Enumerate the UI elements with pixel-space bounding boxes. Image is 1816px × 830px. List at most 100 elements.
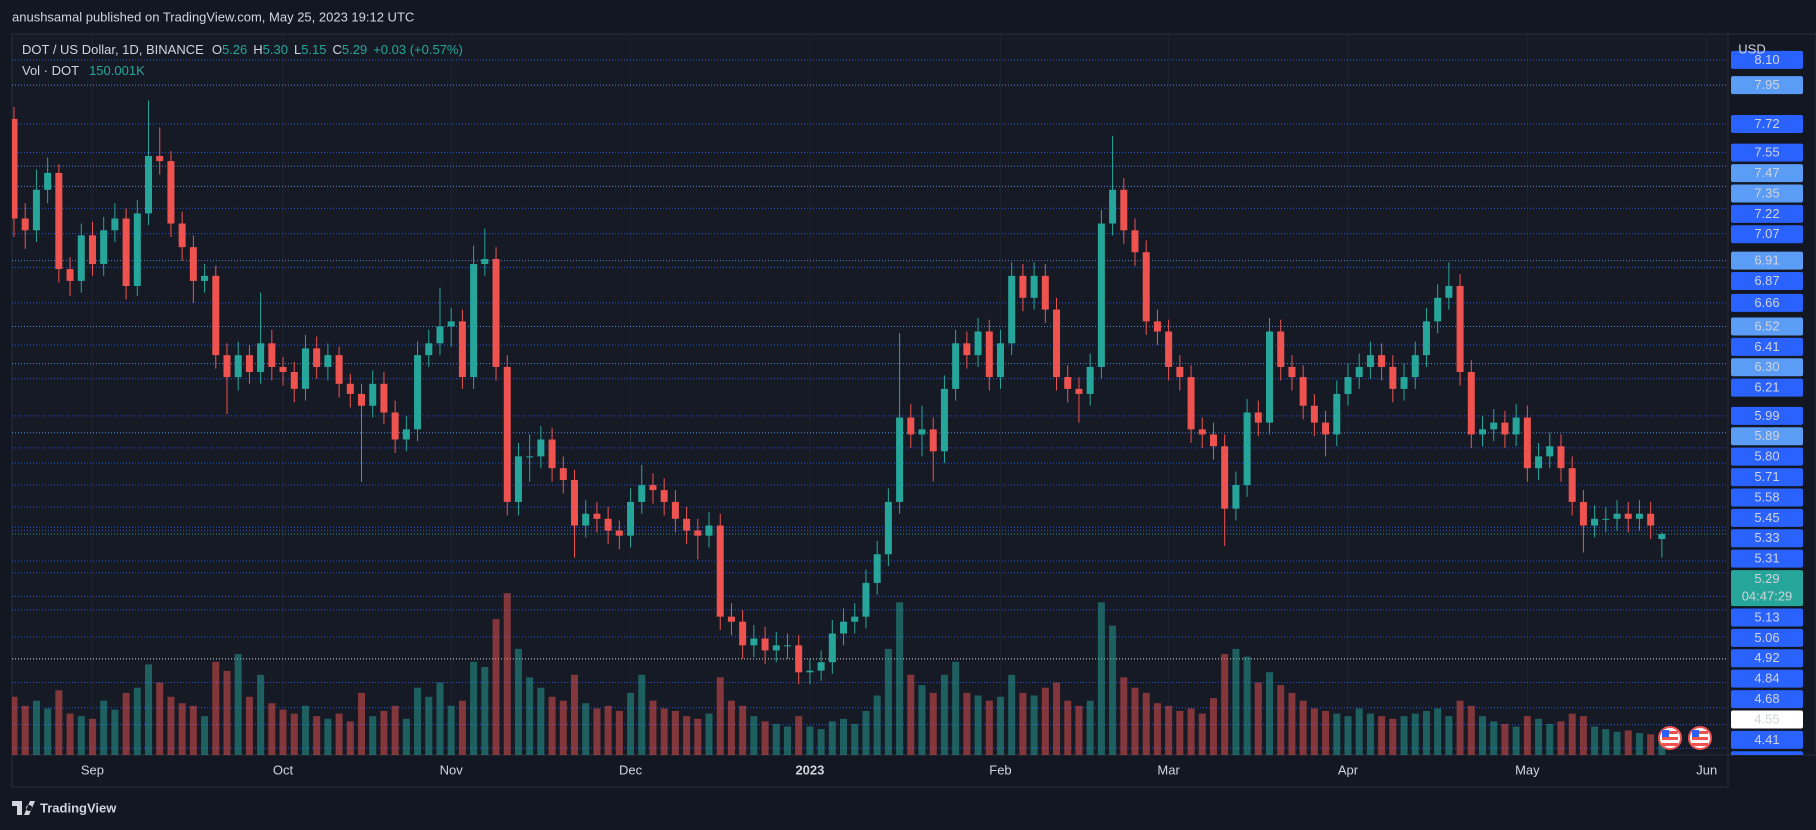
candle-body (245, 355, 253, 373)
volume-bar (55, 690, 63, 755)
volume-bar (1456, 700, 1464, 755)
volume-bar (245, 696, 253, 755)
price-label: 5.13 (1754, 609, 1779, 624)
volume-bar (1389, 718, 1397, 755)
price-label: 7.22 (1754, 206, 1779, 221)
candle-body (189, 247, 197, 281)
candle-body (1187, 377, 1195, 430)
candle-body (145, 156, 153, 214)
price-label: 4.92 (1754, 650, 1779, 665)
candle-body (1579, 501, 1587, 526)
candle-body (649, 485, 657, 491)
volume-bar (279, 709, 287, 755)
candle-body (1479, 429, 1487, 435)
volume-bar (884, 648, 892, 755)
price-label-box (1731, 76, 1803, 95)
volume-bar (571, 674, 578, 755)
candle-body (1411, 355, 1419, 378)
volume-bar (88, 718, 96, 755)
volume-bar (1467, 705, 1475, 755)
volume-bar (145, 664, 153, 755)
price-label: 8.10 (1754, 52, 1779, 67)
volume-bar (21, 705, 29, 755)
flag-canton (1662, 730, 1669, 737)
candle-body (201, 275, 209, 281)
legend: DOT / US Dollar, 1D, BINANCE O5.26 H5.30 L5… (22, 42, 463, 78)
candle-body (1378, 355, 1386, 367)
candle-body (1019, 275, 1027, 298)
volume-bar (1411, 713, 1419, 755)
candle-body (290, 372, 298, 389)
candle-body (324, 355, 332, 367)
candle-body (1310, 405, 1318, 423)
change: +0.03 (+0.57%) (373, 42, 463, 57)
volume-bar (1288, 692, 1296, 755)
volume-bar (1546, 723, 1554, 755)
price-label-box (1731, 337, 1803, 356)
price-label: 7.72 (1754, 116, 1779, 131)
candle-body (940, 388, 948, 452)
candle-body (178, 223, 186, 248)
candle-body (1277, 331, 1285, 367)
price-label-box (1731, 608, 1803, 627)
volume-bar (189, 705, 197, 755)
volume-bar (503, 593, 511, 755)
volume-bar (1613, 731, 1621, 755)
candle-body (817, 662, 825, 671)
volume-bar (526, 677, 534, 755)
price-label: 4.26 (1754, 752, 1779, 767)
flag-stripe (1692, 731, 1708, 734)
candle-body (1546, 446, 1554, 457)
price-label: 5.29 (1754, 571, 1779, 586)
price-label: 5.71 (1754, 469, 1779, 484)
volume-bar (1277, 685, 1285, 755)
candle-body (548, 439, 556, 469)
candle-body (761, 638, 769, 651)
candle-body (1355, 366, 1363, 378)
volume-bar (402, 718, 410, 755)
volume-bar (761, 721, 769, 755)
candle-body (862, 582, 870, 617)
volume-bar (425, 696, 433, 755)
price-label-box (1731, 251, 1803, 270)
volume-bar (1176, 711, 1184, 755)
price-label: 7.07 (1754, 226, 1779, 241)
x-tick-label: Nov (440, 762, 464, 777)
volume-bar (1445, 716, 1453, 755)
volume-bar (739, 705, 747, 755)
candle-body (907, 417, 915, 435)
candle-body (828, 633, 836, 663)
price-label-box (1731, 468, 1803, 487)
candle-body (425, 343, 433, 356)
candle-body (840, 621, 848, 634)
candle-body (526, 456, 534, 458)
price-label-box (1731, 529, 1803, 548)
price-label: 6.41 (1754, 339, 1779, 354)
price-label-box (1731, 427, 1803, 446)
candle-body (1557, 446, 1565, 469)
candle-body (627, 501, 635, 536)
price-label-box (1731, 669, 1803, 688)
volume-bar (660, 708, 668, 755)
price-label-box (1731, 730, 1803, 749)
volume-bar (358, 692, 366, 755)
candle-body (739, 621, 747, 646)
volume-bar (1434, 708, 1442, 755)
candle-body (1523, 417, 1531, 469)
volume-bar (380, 711, 388, 755)
candle-body (806, 670, 814, 673)
x-tick-label: Dec (619, 762, 643, 777)
candle-body (1602, 518, 1610, 520)
candle-body (1591, 518, 1599, 526)
volume-bar (44, 708, 52, 755)
candle-body (279, 366, 287, 373)
volume-bar (537, 687, 545, 755)
volume-bar (671, 711, 679, 755)
price-label: 7.55 (1754, 145, 1779, 160)
volume-bar (436, 682, 444, 755)
volume-bar (1366, 713, 1374, 755)
candle-body (571, 479, 578, 526)
candle-body (1366, 355, 1374, 367)
volume-bar (1535, 718, 1543, 755)
chart-pane (11, 33, 1729, 756)
